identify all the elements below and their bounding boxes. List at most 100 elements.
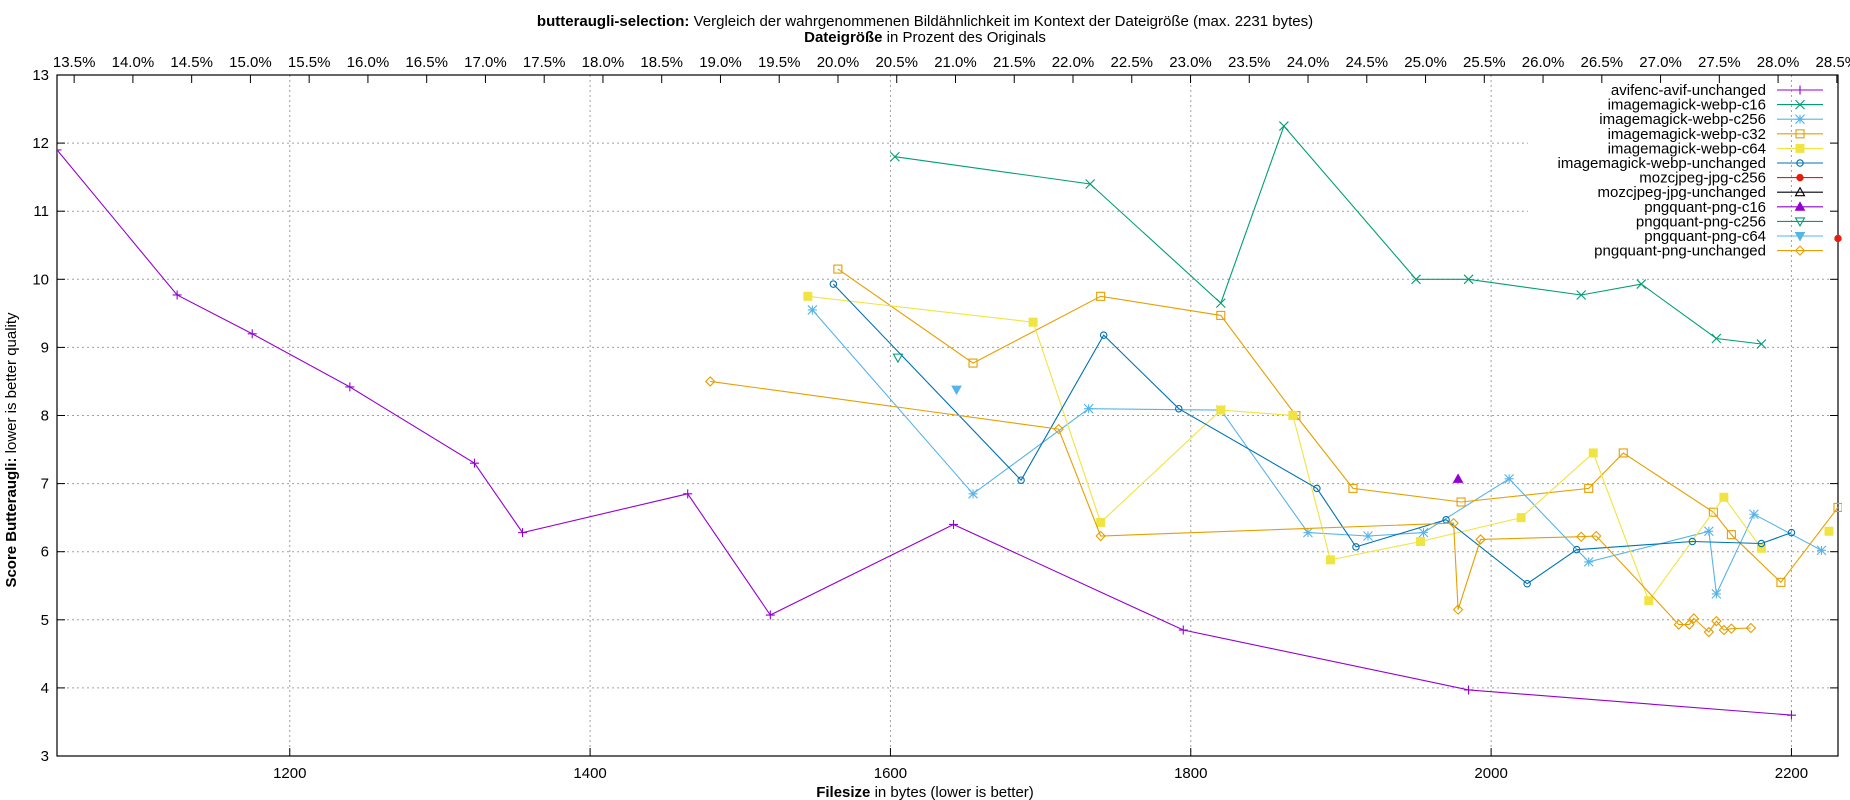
data-point <box>803 291 813 301</box>
series-imagemagick-webp-c64 <box>803 291 1834 606</box>
data-point <box>1096 517 1106 527</box>
x-tick-label: 1200 <box>273 765 306 782</box>
legend-marker <box>1794 245 1806 256</box>
x2-tick-label: 25.0% <box>1404 54 1447 71</box>
legend-marker <box>1794 186 1806 197</box>
legend-marker <box>1795 85 1805 95</box>
x2-tick-label: 17.0% <box>464 54 507 71</box>
data-point <box>1711 333 1722 344</box>
y-tick-label: 4 <box>41 680 49 697</box>
x-tick-label: 1800 <box>1174 765 1207 782</box>
legend-marker <box>1794 232 1806 242</box>
data-point <box>704 376 716 387</box>
series-pngquant-png-c256 <box>892 353 904 364</box>
x2-tick-label: 21.0% <box>934 54 977 71</box>
data-point <box>890 151 900 162</box>
data-point <box>1776 577 1786 587</box>
data-point <box>892 353 904 364</box>
data-point <box>1711 615 1722 627</box>
x2-tick-label: 19.0% <box>699 54 742 71</box>
x2-tick-label: 27.0% <box>1639 54 1682 71</box>
x-axis-label-rest: in bytes (lower is better) <box>870 784 1033 800</box>
x2-tick-label: 27.5% <box>1698 54 1741 71</box>
data-point <box>1216 405 1226 415</box>
data-point <box>1352 543 1360 551</box>
x2-tick-label: 22.0% <box>1052 54 1095 71</box>
data-point <box>1756 339 1767 349</box>
data-point <box>1216 310 1226 320</box>
legend-label: pngquant-png-c16 <box>1644 199 1766 216</box>
data-point <box>1824 526 1834 536</box>
data-point <box>1475 534 1486 545</box>
data-point <box>1464 685 1474 695</box>
data-point <box>469 458 479 468</box>
data-point <box>1590 530 1602 542</box>
data-point <box>1303 527 1313 538</box>
legend: avifenc-avif-unchangedimagemagick-webp-c… <box>1558 82 1823 260</box>
y-tick-label: 6 <box>41 544 49 561</box>
x2-tick-label: 24.0% <box>1287 54 1330 71</box>
series-mozcjpeg-jpg-c256 <box>1834 234 1842 243</box>
x2-axis-label-bold: Dateigröße <box>804 29 882 46</box>
legend-marker <box>1794 201 1806 211</box>
legend-label: mozcjpeg-jpg-c256 <box>1639 170 1766 187</box>
legend-label: pngquant-png-c64 <box>1644 228 1766 245</box>
data-point <box>1834 234 1842 243</box>
data-point <box>1095 530 1106 542</box>
data-point <box>1703 626 1715 638</box>
x2-tick-label: 15.5% <box>288 54 331 71</box>
data-point <box>1463 274 1474 285</box>
series-line <box>837 268 1839 584</box>
data-point <box>1833 502 1842 512</box>
data-point <box>1708 507 1718 517</box>
data-point <box>765 610 775 620</box>
legend-label: imagemagick-webp-unchanged <box>1558 155 1766 172</box>
data-point <box>172 290 182 300</box>
y-axis-label-rest: lower is better quality <box>3 312 20 458</box>
data-point <box>1756 543 1766 553</box>
series-imagemagick-webp-c256 <box>807 305 1827 599</box>
legend-label: imagemagick-webp-c16 <box>1608 97 1766 114</box>
y-tick-label: 13 <box>32 67 49 84</box>
data-point <box>1017 476 1025 484</box>
x2-tick-label: 20.0% <box>817 54 860 71</box>
x2-tick-label: 28.5% <box>1816 54 1850 71</box>
data-point <box>968 358 978 368</box>
data-point <box>1096 291 1106 301</box>
data-point <box>1644 596 1654 606</box>
data-point <box>1572 545 1581 554</box>
data-point <box>1448 517 1459 529</box>
data-point <box>1028 317 1038 327</box>
chart-title-bold: butteraugli-selection: <box>537 13 690 30</box>
data-point <box>1688 537 1697 546</box>
series-imagemagick-webp-unchanged <box>829 280 1796 588</box>
data-point <box>1411 274 1421 285</box>
data-point <box>1099 331 1108 339</box>
data-point <box>1523 579 1531 588</box>
data-point <box>1757 539 1766 548</box>
y-tick-label: 12 <box>32 135 49 152</box>
chart-title-rest: Vergleich der wahrgenommenen Bildähnlich… <box>689 13 1313 30</box>
legend-label: imagemagick-webp-c64 <box>1608 140 1766 157</box>
series-line <box>833 283 1792 585</box>
series-line <box>57 149 1792 716</box>
data-point <box>833 264 843 274</box>
legend-label: avifenc-avif-unchanged <box>1611 82 1766 99</box>
data-point <box>829 280 838 288</box>
legend-marker <box>1795 114 1805 125</box>
x2-tick-label: 15.0% <box>229 54 272 71</box>
x2-tick-label: 25.5% <box>1463 54 1506 71</box>
data-point <box>57 145 62 155</box>
chart-title: butteraugli-selection: Vergleich der wah… <box>537 13 1313 30</box>
data-point <box>1215 298 1226 309</box>
x2-tick-label: 21.5% <box>993 54 1036 71</box>
y-tick-label: 10 <box>32 271 49 288</box>
data-point <box>951 385 962 396</box>
data-point <box>1452 473 1464 483</box>
y-tick-label: 7 <box>41 476 49 493</box>
x2-tick-label: 26.5% <box>1581 54 1624 71</box>
data-point <box>1618 448 1628 458</box>
data-point <box>1588 448 1598 458</box>
data-point <box>1703 526 1714 537</box>
